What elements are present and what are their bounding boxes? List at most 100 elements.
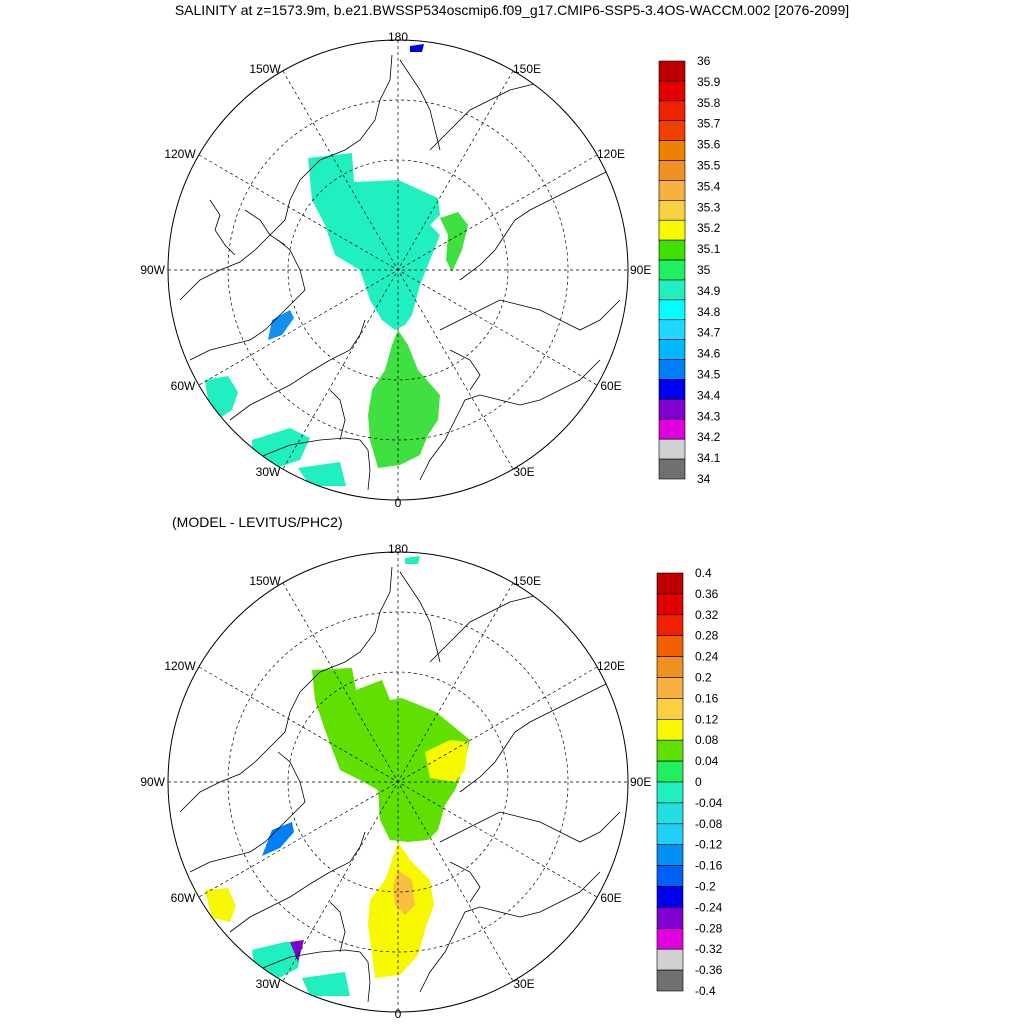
- bottom-colorbar-swatch: [656, 823, 684, 845]
- top-basin-fill: [308, 153, 440, 330]
- top-basin-green-fill: [440, 212, 468, 272]
- top-colorbar-swatch: [658, 399, 686, 420]
- top-map-boundary: [167, 39, 629, 501]
- difference-subtitle: (MODEL - LEVITUS/PHC2): [172, 514, 343, 530]
- bottom-label-90e: 90E: [630, 775, 651, 789]
- bottom-colorbar-swatch: [656, 844, 684, 866]
- bottom-colorbar-label: 0.32: [695, 608, 719, 622]
- bottom-label-30w: 30W: [256, 977, 281, 991]
- bottom-north-cyan-fill: [405, 556, 420, 564]
- bottom-label-180: 180: [388, 542, 408, 556]
- bottom-colorbar-swatch: [656, 718, 684, 741]
- top-colorbar-label: 35.9: [697, 75, 721, 89]
- bottom-colorbar-label: 0.2: [695, 671, 712, 685]
- top-colorbar-label: 34.4: [697, 388, 721, 402]
- bottom-colorbar-label: -0.32: [695, 942, 723, 956]
- bottom-colorbar-swatch: [656, 760, 684, 783]
- top-colorbar-swatch: [658, 359, 686, 380]
- bottom-colorbar-swatch: [656, 886, 684, 908]
- bottom-label-150e: 150E: [513, 574, 541, 588]
- bottom-colorbar-swatch: [656, 739, 684, 762]
- top-colorbar-label: 34.1: [697, 451, 721, 465]
- bottom-colorbar-label: 0.4: [695, 566, 712, 580]
- bottom-label-120e: 120E: [597, 659, 625, 673]
- bottom-colorbar-label: 0.28: [695, 629, 719, 643]
- top-label-60e: 60E: [600, 379, 621, 393]
- top-baffin-fill: [268, 310, 294, 340]
- bottom-colorbar-swatch: [656, 635, 684, 657]
- top-colorbar-label: 34.7: [697, 326, 721, 340]
- bottom-polar-map: 180 0 90W 90E 150W 120W 150E 120E 60W 30…: [140, 542, 722, 1021]
- top-colorbar-label: 35: [697, 263, 711, 277]
- top-label-90w: 90W: [140, 263, 165, 277]
- top-colorbar-swatch: [658, 279, 686, 301]
- bottom-colorbar-label: -0.28: [695, 921, 723, 935]
- top-colorbar-swatch: [658, 299, 686, 321]
- bottom-colorbar-swatch: [656, 781, 684, 804]
- top-label-150e: 150E: [513, 62, 541, 76]
- top-label-90e: 90E: [630, 263, 651, 277]
- top-colorbar-swatch: [658, 339, 686, 360]
- top-colorbar: 36 35.9 35.8 35.7 35.6 35.5 35.4 35.3 35.2 35.1 35…: [658, 54, 721, 486]
- top-north-blue-fill: [410, 44, 424, 52]
- top-colorbar-swatch: [658, 219, 686, 241]
- top-label-120w: 120W: [164, 147, 196, 161]
- top-colorbar-label: 35.4: [697, 179, 721, 193]
- bottom-colorbar-label: 0.16: [695, 691, 719, 705]
- top-label-60w: 60W: [171, 379, 196, 393]
- bottom-colorbar-label: 0.36: [695, 587, 719, 601]
- top-colorbar-swatch: [658, 100, 686, 122]
- top-labrador-fill: [205, 376, 238, 418]
- top-label-0: 0: [395, 496, 402, 510]
- top-label-150w: 150W: [249, 62, 281, 76]
- bottom-colorbar-swatch: [656, 802, 684, 825]
- bottom-label-0: 0: [395, 1007, 402, 1021]
- bottom-colorbar-swatch: [656, 698, 684, 720]
- top-coastlines: [179, 54, 621, 491]
- bottom-colorbar-swatch: [656, 927, 684, 950]
- top-colorbar-swatch: [658, 180, 686, 201]
- bottom-label-150w: 150W: [249, 574, 281, 588]
- bottom-longitude-labels: 180 0 90W 90E 150W 120W 150E 120E 60W 30…: [140, 542, 651, 1021]
- bottom-yellow-east-fill: [425, 740, 468, 782]
- bottom-label-120w: 120W: [164, 659, 196, 673]
- bottom-colorbar-label: -0.08: [695, 817, 723, 831]
- bottom-labrador-fill: [205, 888, 236, 922]
- top-polar-map: 180 0 90W 90E 150W 120W 150E 120E 60W 30…: [140, 30, 720, 510]
- top-colorbar-swatch: [658, 60, 686, 82]
- top-label-120e: 120E: [597, 147, 625, 161]
- top-label-30e: 30E: [513, 465, 534, 479]
- bottom-colorbar-label: -0.12: [695, 838, 723, 852]
- bottom-label-30e: 30E: [513, 977, 534, 991]
- bottom-colorbar: 0.4 0.36 0.32 0.28 0.24 0.2 0.16 0.12 0.08 0.04 0 -…: [656, 566, 723, 998]
- bottom-colorbar-swatch: [656, 656, 684, 678]
- top-colorbar-label: 34.6: [697, 347, 721, 361]
- top-colorbar-swatch: [658, 418, 686, 440]
- bottom-colorbar-swatch: [656, 948, 684, 971]
- bottom-colorbar-label: 0.12: [695, 712, 719, 726]
- bottom-colorbar-label: -0.4: [695, 984, 716, 998]
- bottom-coastlines: [179, 566, 621, 1003]
- top-colorbar-swatch: [658, 140, 686, 161]
- bottom-label-90w: 90W: [140, 775, 165, 789]
- top-colorbar-label: 35.7: [697, 117, 721, 131]
- top-colorbar-swatch: [658, 379, 686, 400]
- page-title: SALINITY at z=1573.9m, b.e21.BWSSP534osc…: [174, 2, 850, 18]
- bottom-colorbar-label: 0.04: [695, 754, 719, 768]
- bottom-baffin-fill: [262, 822, 294, 856]
- top-colorbar-label: 34.8: [697, 305, 721, 319]
- bottom-graticule: [168, 552, 628, 1012]
- bottom-colorbar-swatch: [656, 677, 684, 699]
- top-colorbar-label: 34.9: [697, 284, 721, 298]
- bottom-colorbar-swatch: [656, 572, 684, 595]
- top-colorbar-swatch: [658, 438, 686, 460]
- top-colorbar-label: 36: [697, 54, 711, 68]
- bottom-label-60e: 60E: [600, 891, 621, 905]
- top-colorbar-label: 34.3: [697, 409, 721, 423]
- bottom-colorbar-label: -0.24: [695, 900, 723, 914]
- top-longitude-labels: 180 0 90W 90E 150W 120W 150E 120E 60W 30…: [140, 30, 651, 510]
- top-colorbar-swatch: [658, 458, 686, 480]
- top-colorbar-swatch: [658, 259, 686, 281]
- top-colorbar-label: 35.5: [697, 159, 721, 173]
